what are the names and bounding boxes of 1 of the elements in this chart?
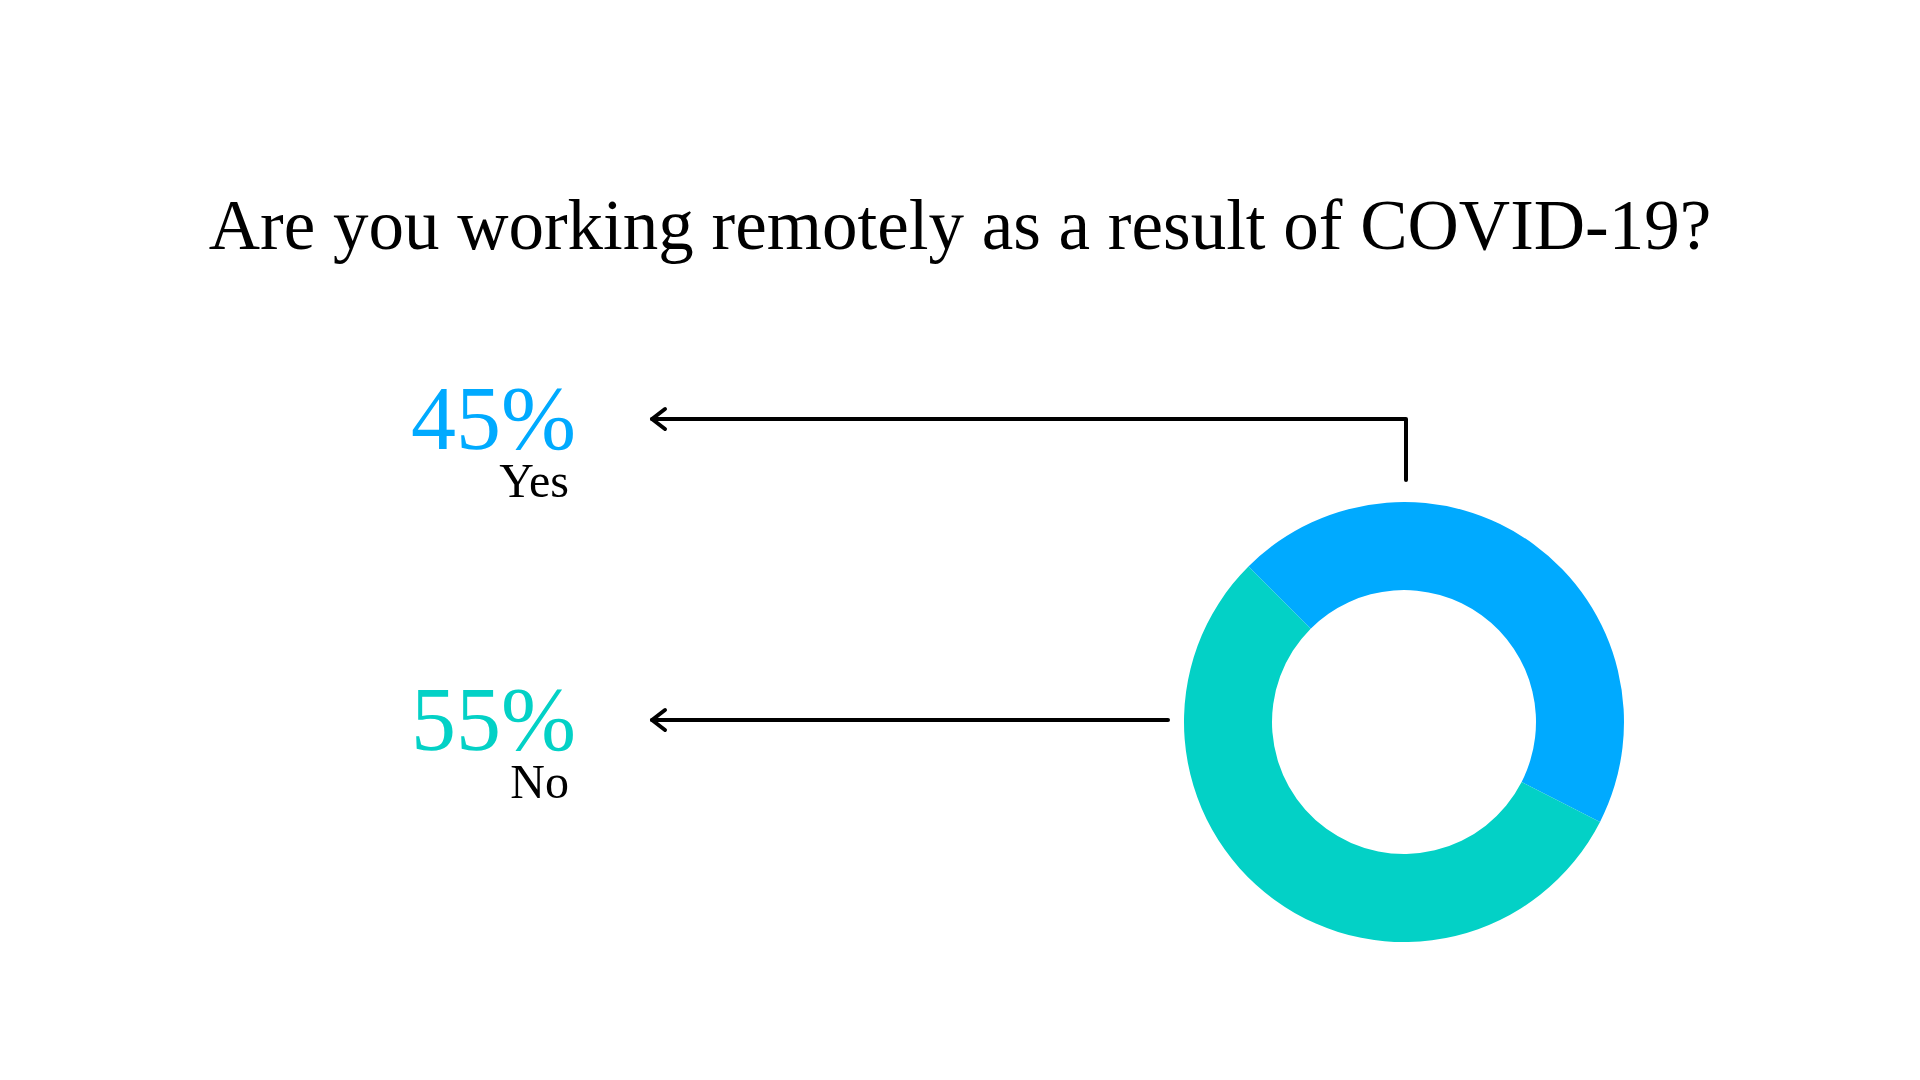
chart-title: Are you working remotely as a result of COVID-19?: [207, 186, 1713, 264]
